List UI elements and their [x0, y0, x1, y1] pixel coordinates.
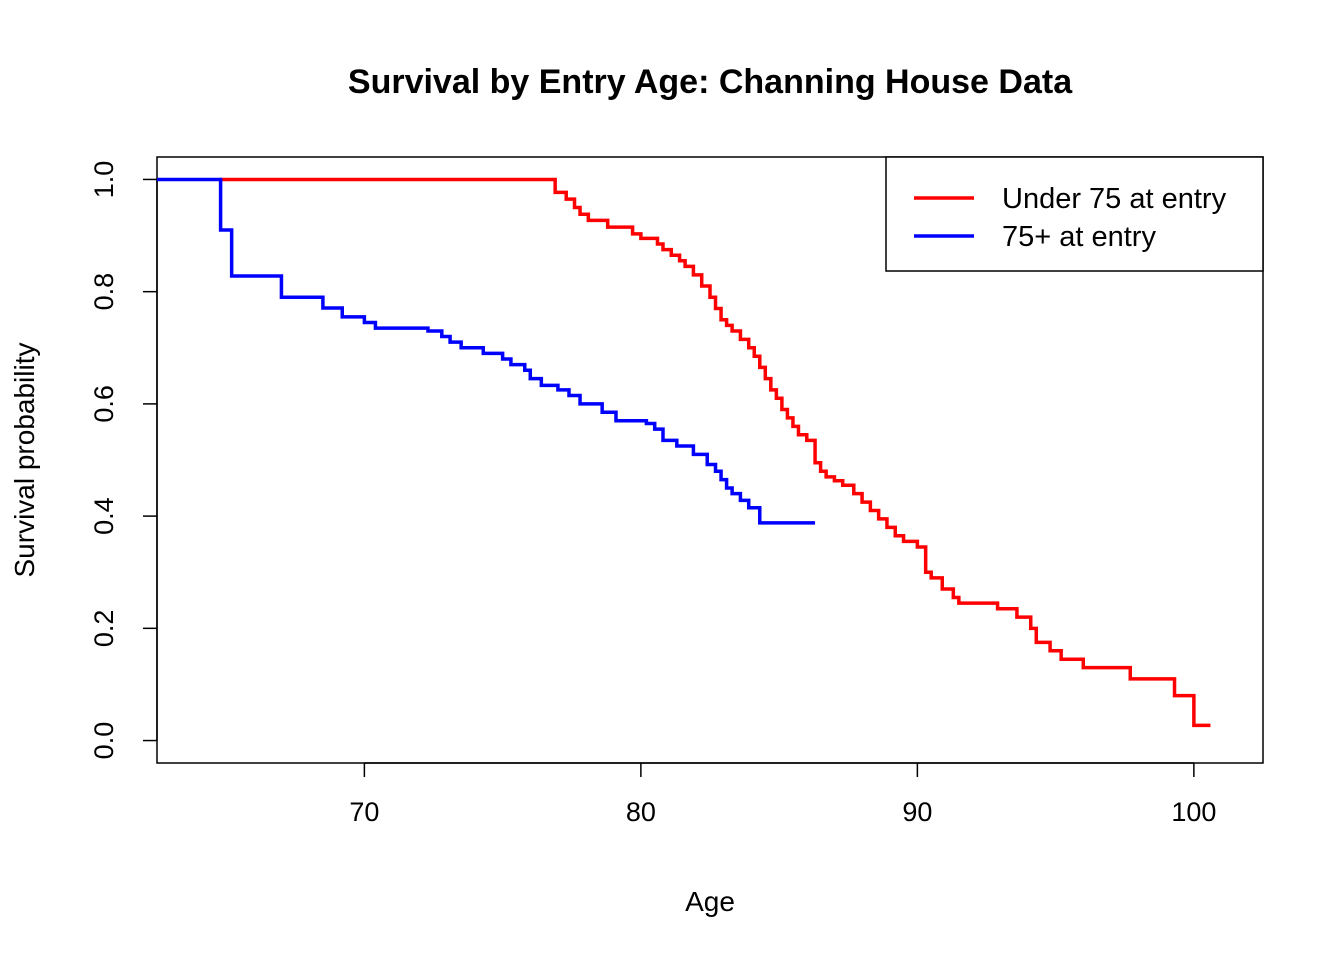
x-tick-label: 100: [1171, 797, 1216, 827]
x-tick-label: 90: [902, 797, 932, 827]
y-tick-label: 0.6: [89, 385, 119, 423]
y-tick-label: 0.0: [89, 722, 119, 760]
x-axis-label: Age: [685, 886, 735, 917]
legend: Under 75 at entry 75+ at entry: [885, 156, 1264, 272]
y-tick-label: 0.2: [89, 610, 119, 648]
y-tick-label: 1.0: [89, 161, 119, 199]
chart-title: Survival by Entry Age: Channing House Da…: [348, 63, 1073, 101]
x-tick-label: 80: [626, 797, 656, 827]
legend-box: [885, 156, 1264, 272]
series-layer: [157, 177, 1211, 728]
axes-layer: 70 80 90 100 0.0 0.2 0.4 0.6 0.8 1.0: [89, 161, 1216, 827]
series-line-75-plus: [157, 177, 816, 525]
y-axis-label: Survival probability: [9, 343, 40, 578]
y-tick-label: 0.4: [89, 497, 119, 535]
legend-label-under-75: Under 75 at entry: [1002, 183, 1227, 215]
x-tick-label: 70: [349, 797, 379, 827]
series-line-under-75: [220, 177, 1211, 728]
y-tick-label: 0.8: [89, 273, 119, 311]
legend-label-75-plus: 75+ at entry: [1002, 221, 1156, 253]
